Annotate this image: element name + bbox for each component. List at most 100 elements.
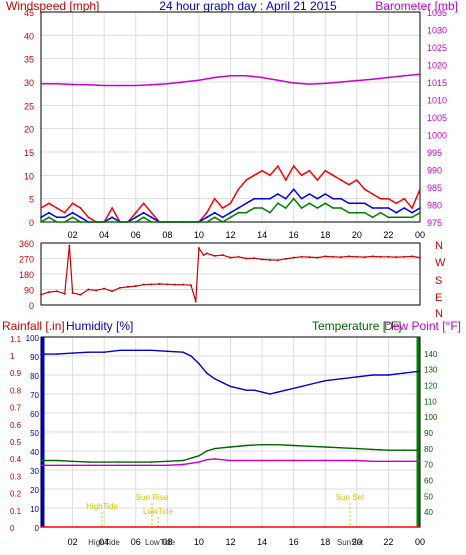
bottom-data-point [277, 443, 279, 446]
top-data-point [47, 216, 50, 219]
top-data-point [308, 169, 311, 172]
middle-tick-label: 180 [19, 270, 34, 280]
event-axis-label: LowTide [145, 538, 175, 547]
top-data-point [308, 83, 311, 85]
top-right-tick-label: 1020 [427, 61, 447, 71]
top-data-point [403, 216, 406, 219]
top-data-point [411, 211, 414, 214]
top-data-point [134, 221, 137, 223]
bottom-data-point [253, 389, 255, 392]
bottom-data-point [245, 459, 248, 462]
direction-point [194, 300, 197, 303]
direction-point [126, 285, 129, 288]
top-left-tick-label: 20 [24, 125, 34, 135]
bottom-data-point [356, 376, 358, 378]
middle-tick-label: 360 [19, 239, 34, 249]
top-data-point [71, 202, 74, 205]
direction-point [355, 255, 358, 258]
bottom-data-point [387, 374, 390, 376]
top-data-point [229, 74, 232, 77]
top-data-point [142, 211, 145, 214]
top-data-point [245, 202, 248, 205]
humidity-tick-label: 30 [30, 467, 39, 476]
humidity-tick-label: 90 [30, 353, 39, 362]
bottom-x-tick-label: 12 [225, 537, 235, 547]
bottom-data-point [277, 391, 279, 393]
bottom-x-tick-label: 06 [131, 537, 141, 547]
top-data-point [348, 202, 350, 205]
top-right-tick-label: 1005 [427, 113, 447, 123]
top-data-point [387, 76, 390, 79]
top-panel-frame [40, 11, 421, 223]
bottom-data-point [419, 526, 421, 528]
event-annotation: Sun Rise [136, 493, 169, 502]
event-annotation: HighTide [86, 502, 118, 511]
top-data-point [363, 211, 366, 214]
top-data-point [403, 74, 406, 77]
bottom-data-point [198, 362, 200, 365]
top-data-point [292, 188, 295, 191]
top-data-point [55, 216, 58, 219]
top-data-point [205, 216, 208, 219]
top-x-tick-label: 10 [194, 230, 204, 240]
direction-point [202, 254, 205, 257]
top-data-point [387, 207, 390, 209]
middle-tick-label: 0 [29, 301, 34, 311]
event-annotation: Sun Set [336, 493, 365, 502]
top-data-point [229, 216, 232, 219]
bottom-data-point [134, 464, 137, 467]
temperature-tick-label: 130 [424, 366, 438, 375]
top-data-point [134, 84, 137, 87]
top-data-point [324, 202, 327, 205]
direction-point [245, 257, 248, 260]
bottom-data-point [229, 385, 232, 388]
top-x-axis: 02 04 06 08 10 12 14 16 18 20 22 00 [68, 230, 425, 240]
compass-label: N [435, 240, 443, 252]
top-right-tick-label: 1030 [427, 26, 447, 36]
top-data-point [229, 211, 232, 214]
top-data-point [276, 193, 279, 195]
bottom-data-point [261, 391, 263, 393]
top-data-point [292, 165, 295, 167]
top-data-point [253, 174, 256, 177]
top-right-tick-label: 990 [427, 166, 442, 176]
bottom-data-point [261, 459, 263, 462]
top-data-point [237, 207, 240, 209]
direction-point [79, 293, 82, 296]
top-x-tick-label: 04 [99, 230, 109, 240]
top-data-point [395, 216, 398, 219]
top-x-tick-label: 12 [225, 230, 235, 240]
bottom-data-point [245, 444, 248, 447]
bottom-data-point [324, 446, 327, 448]
top-left-tick-label: 40 [24, 31, 34, 41]
top-data-point [363, 202, 366, 205]
top-data-point [111, 216, 113, 219]
top-data-point [119, 221, 121, 223]
top-data-point [340, 179, 342, 181]
top-data-point [213, 197, 216, 200]
bottom-rain-axis-label: Rainfall [.in] [2, 319, 65, 333]
bottom-data-point [182, 463, 184, 466]
top-data-point [47, 211, 50, 214]
top-data-point [150, 216, 153, 219]
top-data-point [411, 216, 414, 219]
top-data-point [198, 221, 200, 223]
bottom-data-point [40, 459, 42, 462]
top-data-point [40, 207, 42, 209]
direction-point [340, 256, 343, 259]
direction-point [103, 287, 106, 290]
direction-point [229, 256, 232, 259]
top-series [40, 73, 421, 223]
bottom-series-line [41, 444, 420, 463]
bottom-series-line [41, 458, 420, 466]
bottom-data-point [87, 464, 90, 467]
bottom-data-point [308, 459, 311, 462]
top-right-tick-label: 1010 [427, 96, 447, 106]
top-left-tick-label: 15 [24, 148, 34, 158]
top-data-point [363, 188, 366, 191]
temperature-tick-label: 70 [424, 461, 433, 470]
bottom-data-point [198, 454, 200, 457]
temperature-tick-label: 90 [424, 429, 433, 438]
top-data-point [276, 165, 279, 167]
top-data-point [316, 207, 319, 209]
